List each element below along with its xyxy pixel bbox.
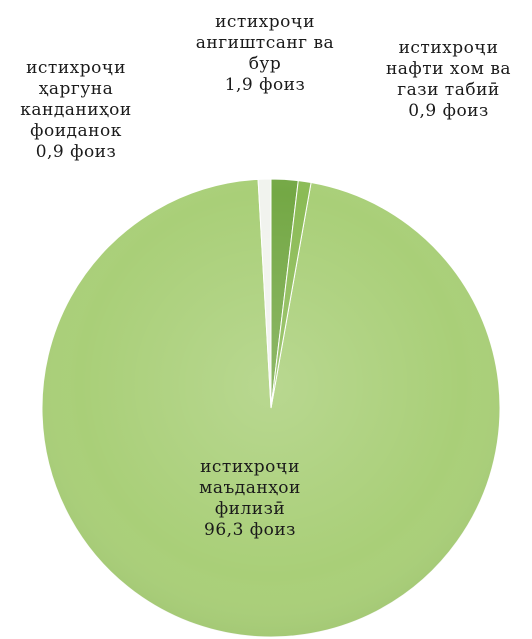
- slice-label-line: канданиҳои: [20, 100, 132, 120]
- slice-label-line: истихроҷи: [398, 38, 499, 58]
- slice-label-line: фоиданок: [30, 121, 122, 141]
- slice-label-oil-gas: истихроҷи нафти хом ва гази табиӣ 0,9 фо…: [365, 38, 532, 122]
- slice-label-line: ангиштсанг ва: [195, 33, 335, 53]
- slice-label-line: гази табиӣ: [397, 80, 500, 100]
- slice-label-line: истихроҷи: [215, 12, 315, 32]
- slice-value: 0,9 фоиз: [35, 142, 117, 162]
- slice-label-other-minerals: истихроҷи ҳаргуна канданиҳои фоиданок 0,…: [0, 58, 152, 163]
- slice-label-line: нафти хом ва: [385, 59, 512, 79]
- slice-label-coal: истихроҷи ангиштсанг ва бур 1,9 фоиз: [165, 12, 365, 96]
- pie-shading: [42, 179, 500, 637]
- slice-label-metal-ores: истихроҷи маъданҳои филизӣ 96,3 фоиз: [160, 457, 340, 541]
- slice-label-line: филизӣ: [214, 499, 286, 519]
- slice-value: 96,3 фоиз: [204, 520, 296, 540]
- slice-value: 1,9 фоиз: [224, 75, 306, 95]
- slice-value: 0,9 фоиз: [408, 101, 489, 121]
- slice-label-line: ҳаргуна: [38, 79, 114, 99]
- slice-label-line: истихроҷи: [200, 457, 300, 477]
- slice-label-line: истихроҷи: [26, 58, 126, 78]
- slice-label-line: маъданҳои: [199, 478, 301, 498]
- slice-label-line: бур: [248, 54, 282, 74]
